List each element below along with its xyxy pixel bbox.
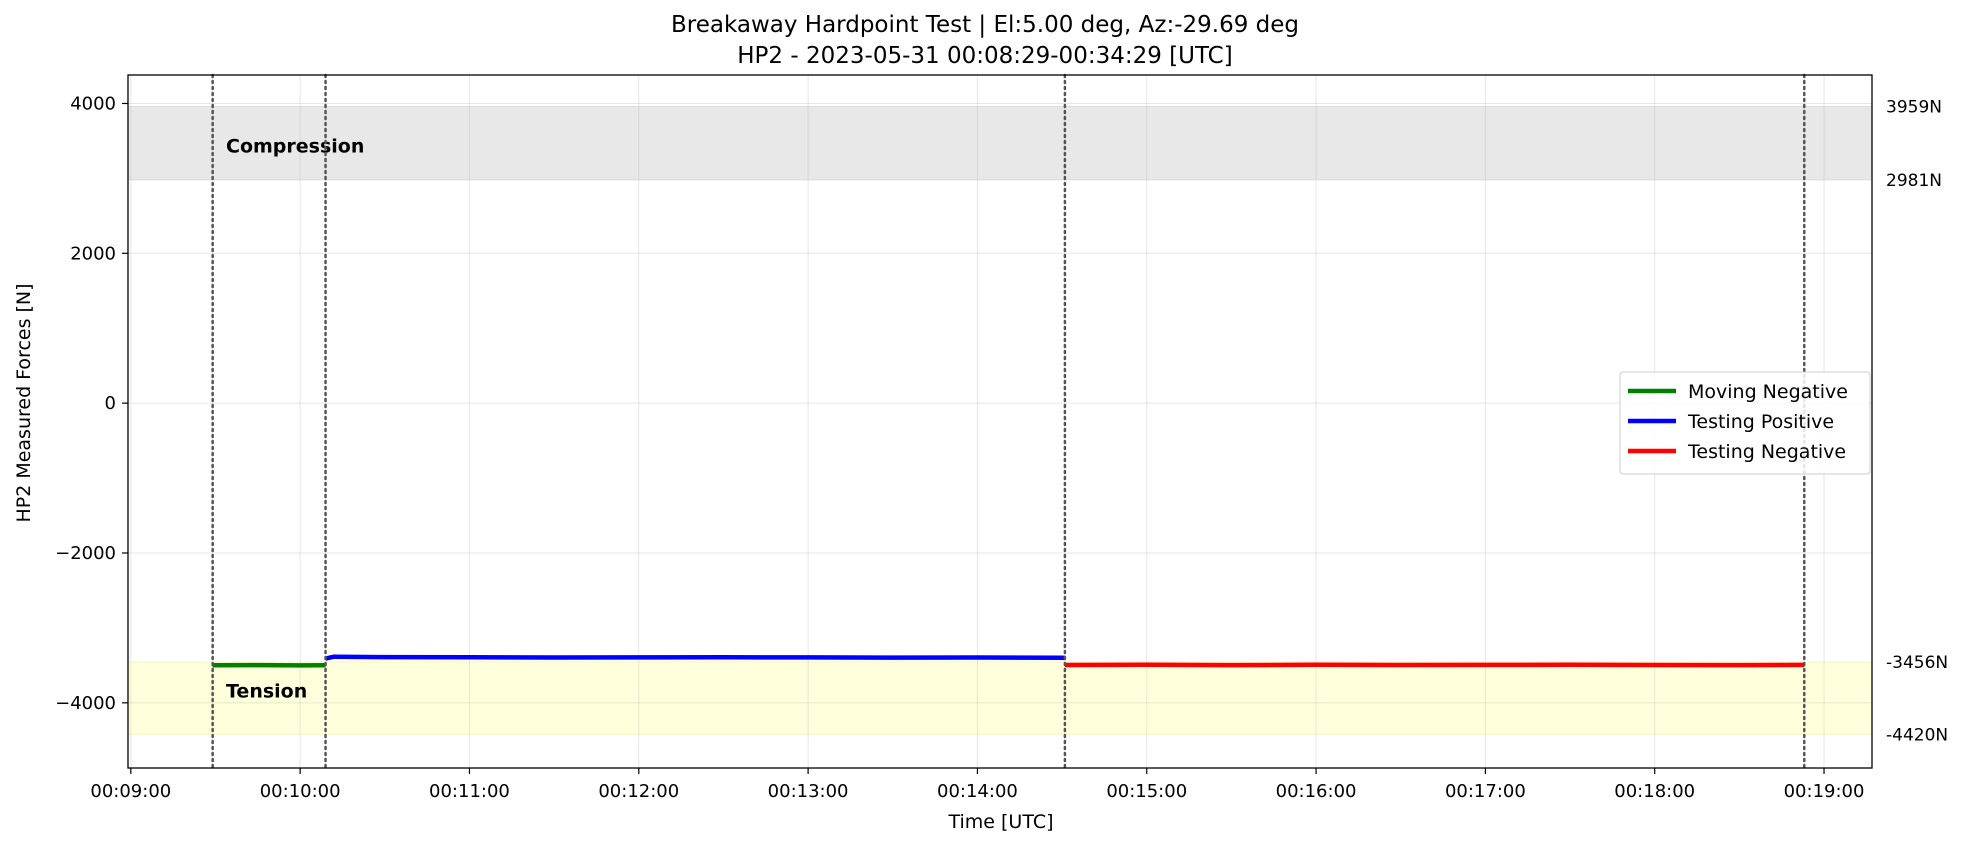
series-line-testing-positive [325,654,1066,661]
x-tick-label: 00:16:00 [1276,781,1357,802]
band-bound-label: 2981N [1886,171,1942,191]
x-tick-label: 00:09:00 [90,781,171,802]
legend-entry-label: Testing Positive [1687,411,1834,433]
band-tension [127,661,1873,735]
x-tick-label: 00:19:00 [1784,781,1865,802]
y-axis-label: HP2 Measured Forces [N] [13,283,35,522]
x-tick-label: 00:14:00 [937,781,1018,802]
legend-entry-label: Testing Negative [1687,441,1846,463]
band-bound-label: -3456N [1886,653,1948,673]
y-tick-label: 2000 [70,243,116,264]
x-axis-label: Time [UTC] [947,811,1053,833]
band-bound-label: -4420N [1886,725,1948,745]
legend-entry-label: Moving Negative [1688,381,1848,403]
band-bound-label: 3959N [1886,98,1942,118]
chart-subtitle: HP2 - 2023-05-31 00:08:29-00:34:29 [UTC] [737,43,1232,69]
y-tick-label: 0 [105,393,116,414]
legend: Moving Negative Testing Positive Testing N… [1619,371,1871,475]
x-tick-label: 00:12:00 [598,781,679,802]
band-compression [127,106,1873,181]
band-label-compression: Compression [226,136,364,158]
chart-title: Breakaway Hardpoint Test | El:5.00 deg, … [671,12,1299,38]
band-label-tension: Tension [226,680,307,702]
x-tick-label: 00:15:00 [1106,781,1187,802]
y-tick-label: 4000 [70,93,116,114]
y-tick-label: −2000 [55,543,116,564]
x-tick-label: 00:10:00 [260,781,341,802]
x-tick-label: 00:13:00 [768,781,849,802]
legend-box [1619,371,1871,475]
x-tick-label: 00:11:00 [429,781,510,802]
y-tick-label: −4000 [55,693,116,714]
x-tick-label: 00:18:00 [1614,781,1695,802]
x-tick-label: 00:17:00 [1445,781,1526,802]
plot-frame [127,74,1873,769]
plot-layer: Compression Tension 00:09:00 00:10:00 00:11:… [55,73,1948,802]
